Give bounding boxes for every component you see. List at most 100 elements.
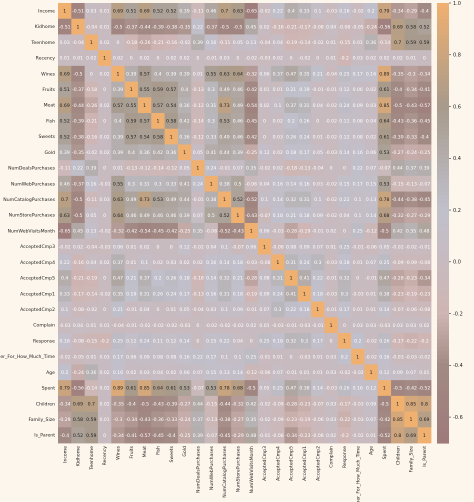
colorbar-segment: [437, 67, 449, 72]
heatmap-cell: [191, 207, 205, 224]
heatmap-cell: [337, 380, 352, 397]
cell-value-label: 0.05: [179, 166, 189, 172]
heatmap-cell: [284, 317, 299, 334]
heatmap-cell: [404, 191, 419, 208]
heatmap-cell: [164, 301, 179, 318]
cell-value-label: 0.16: [379, 354, 389, 360]
heatmap-cell: [377, 18, 392, 35]
cell-value-label: 0.57: [126, 134, 136, 140]
heatmap-cell: [324, 301, 339, 318]
cell-value-label: -0.02: [99, 291, 111, 297]
heatmap-cell: [364, 65, 379, 82]
heatmap-cell: [217, 207, 232, 224]
heatmap-cell: [297, 301, 312, 318]
heatmap-cell: [351, 97, 365, 114]
heatmap-cell: [97, 427, 112, 444]
heatmap-cell: [71, 207, 86, 224]
cell-value-label: 0.22: [286, 307, 296, 313]
cell-value-label: 0.02: [100, 401, 110, 407]
heatmap-cell: [164, 128, 179, 145]
cell-value-label: 0.04: [153, 370, 163, 376]
heatmap-cell: [337, 160, 352, 177]
cell-value-label: 0.12: [339, 134, 349, 140]
heatmap-cell: [297, 3, 312, 20]
cell-value-label: -0.34: [112, 433, 124, 439]
heatmap-cell: [111, 128, 126, 145]
heatmap-cell: [151, 160, 165, 177]
heatmap-cell: [364, 144, 379, 161]
cell-value-label: 0.05: [193, 150, 203, 156]
cell-value-label: 1: [236, 213, 239, 219]
heatmap-cell: [124, 18, 139, 35]
heatmap-cell: [377, 301, 392, 318]
cell-value-label: -0.51: [59, 24, 71, 30]
cell-value-label: -0.34: [392, 9, 404, 15]
cell-value-label: 0.45: [73, 229, 83, 235]
cell-value-label: 0.59: [86, 417, 96, 423]
heatmap-cell: [417, 65, 432, 82]
heatmap-cell: [284, 175, 299, 192]
cell-value-label: 0.02: [273, 150, 283, 156]
heatmap-cell: [311, 207, 325, 224]
heatmap-cell: [271, 348, 285, 365]
cell-value-label: -0.08: [272, 433, 284, 439]
heatmap-cell: [391, 333, 405, 350]
heatmap-cell: [257, 207, 272, 224]
colorbar-segment: [437, 287, 449, 292]
heatmap-cell: [297, 254, 312, 271]
heatmap-cell: [97, 317, 112, 334]
colorbar-segment: [437, 155, 449, 160]
cell-value-label: -0.02: [325, 197, 337, 203]
cell-value-label: -0.09: [405, 260, 417, 266]
cell-value-label: -0.42: [245, 87, 257, 93]
cell-value-label: 0.04: [273, 40, 283, 46]
colorbar-segment: [437, 355, 449, 360]
cell-value-label: 0.15: [206, 370, 216, 376]
heatmap-cell: [191, 364, 205, 381]
heatmap-cell: [284, 50, 299, 67]
cell-value-label: 0.31: [286, 260, 296, 266]
heatmap-cell: [204, 128, 219, 145]
cell-value-label: 0.02: [179, 56, 189, 62]
cell-value-label: 0.02: [326, 433, 336, 439]
cell-value-label: -0.19: [405, 291, 417, 297]
cell-value-label: 0.1: [234, 354, 241, 360]
cell-value-label: 0.52: [60, 134, 70, 140]
cell-value-label: 0.68: [379, 213, 389, 219]
cell-value-label: 0.64: [153, 386, 163, 392]
heatmap-cell: [284, 238, 299, 255]
cell-value-label: -0.01: [205, 56, 217, 62]
heatmap-cell: [391, 128, 405, 145]
heatmap-cell: [324, 50, 339, 67]
cell-value-label: 0.69: [73, 401, 83, 407]
colorbar-segment: [437, 359, 449, 364]
cell-value-label: 0.21: [233, 276, 243, 282]
cell-value-label: 0.32: [219, 276, 229, 282]
heatmap-cell: [351, 395, 365, 412]
cell-value-label: 0.52: [166, 9, 176, 15]
heatmap-cell: [391, 254, 405, 271]
heatmap-cell: [284, 160, 299, 177]
heatmap-cell: [297, 333, 312, 350]
cell-value-label: -0.2: [340, 56, 349, 62]
cell-value-label: 0.46: [233, 134, 243, 140]
cell-value-label: 0.15: [366, 181, 376, 187]
heatmap-cell: [97, 3, 112, 20]
heatmap-cell: [244, 223, 259, 240]
cell-value-label: 0.04: [339, 213, 349, 219]
heatmap-cell: [404, 113, 419, 130]
heatmap-cell: [311, 254, 325, 271]
heatmap-cell: [351, 3, 365, 20]
cell-value-label: 0.02: [259, 24, 269, 30]
cell-value-label: -0.41: [418, 87, 430, 93]
cell-value-label: -0.15: [338, 40, 350, 46]
heatmap-cell: [244, 144, 259, 161]
cell-value-label: -0.24: [179, 417, 191, 423]
cell-value-label: 0.69: [406, 433, 416, 439]
heatmap-cell: [351, 175, 365, 192]
cell-value-label: 0.03: [139, 370, 149, 376]
heatmap-cell: [257, 160, 272, 177]
cell-value-label: -0.06: [259, 370, 271, 376]
cell-value-label: 0.58: [73, 417, 83, 423]
heatmap-cell: [324, 65, 339, 82]
